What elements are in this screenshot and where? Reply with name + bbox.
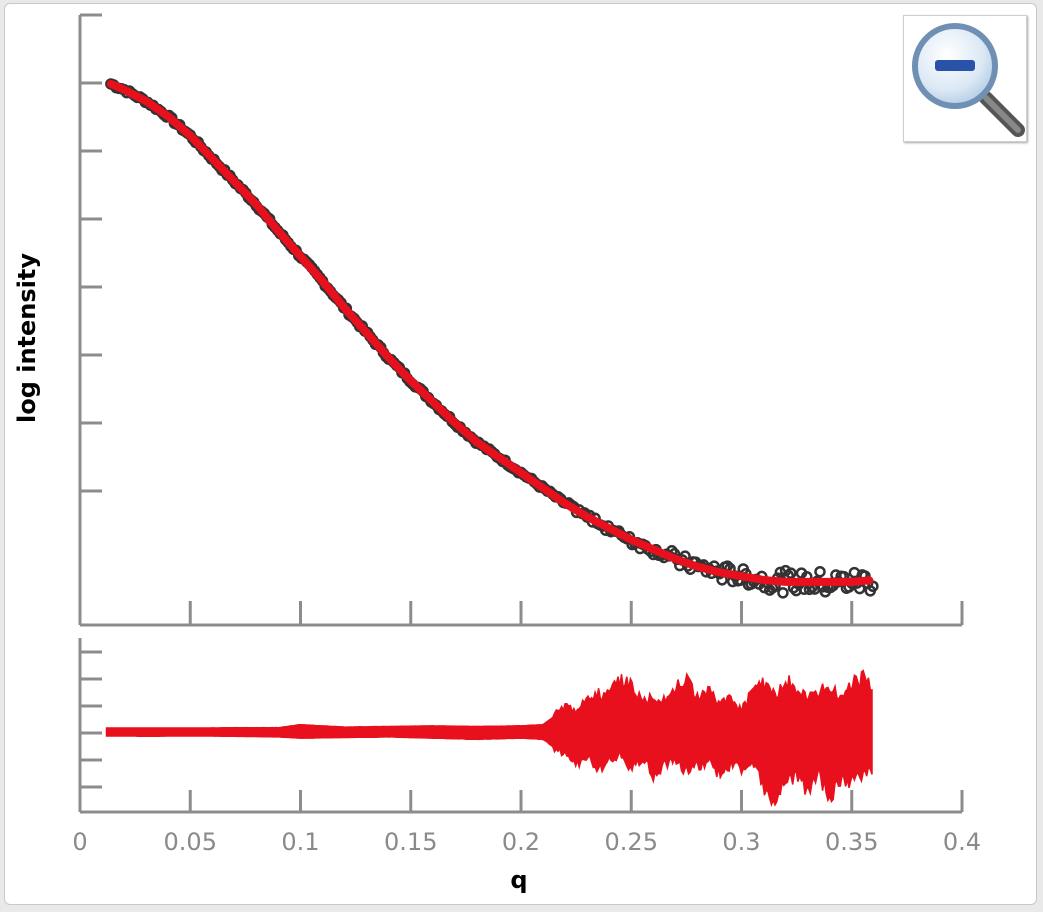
x-tick-label: 0.05 bbox=[164, 828, 217, 856]
zoom-out-icon bbox=[912, 23, 1025, 137]
x-tick-label: 0.25 bbox=[605, 828, 658, 856]
axes-layer bbox=[78, 13, 964, 814]
x-tick-label: 0.3 bbox=[722, 828, 760, 856]
x-tick-label: 0.35 bbox=[825, 828, 878, 856]
fit-curve bbox=[106, 79, 874, 586]
x-axis-label: q bbox=[510, 866, 528, 894]
residual-band bbox=[105, 669, 873, 808]
x-tick-label: 0.2 bbox=[502, 828, 540, 856]
x-tick-label: 0.15 bbox=[384, 828, 437, 856]
x-tick-label: 0.4 bbox=[943, 828, 981, 856]
residuals-layer bbox=[105, 669, 873, 808]
fit-curve-layer bbox=[106, 79, 874, 586]
y-axis-label: log intensity bbox=[13, 252, 41, 424]
zoom-out-button[interactable] bbox=[903, 15, 1027, 142]
x-tick-label: 0.1 bbox=[281, 828, 319, 856]
data-point bbox=[814, 565, 826, 578]
data-point bbox=[785, 567, 797, 579]
data-points bbox=[105, 78, 879, 599]
data-point bbox=[777, 587, 789, 599]
x-tick-labels: 0 0.05 0.1 0.15 0.2 0.25 0.3 0.35 0.4 bbox=[72, 828, 981, 856]
x-tick-label: 0 bbox=[72, 828, 87, 856]
